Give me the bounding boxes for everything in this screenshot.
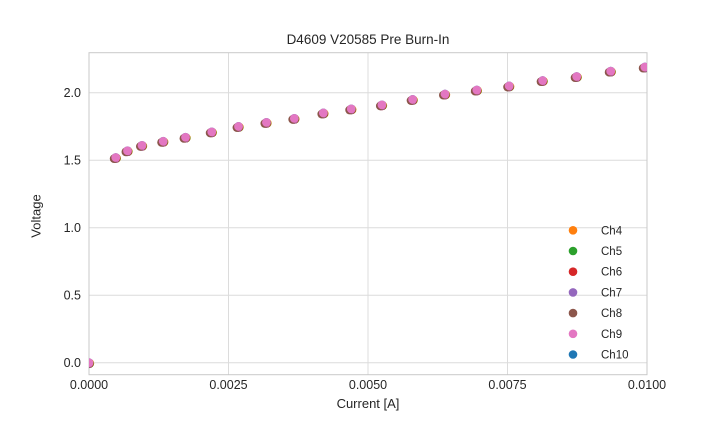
plot-border [88,52,648,376]
y-axis-label: Voltage [28,194,44,238]
legend-item: Ch8 [568,308,622,320]
data-point [377,100,387,110]
x-tick-label: 0.0000 [70,378,108,392]
data-point [538,76,548,85]
tick-labels: 0.0000 0.0025 0.0050 0.0075 0.0100 0.0 0.5 1.0 1… [64,86,667,392]
data-points [89,62,647,369]
legend-marker-icon [568,308,578,318]
data-point [262,118,271,127]
legend-label: Ch4 [601,225,623,237]
gridlines [88,52,648,375]
data-point [181,132,190,142]
y-tick-label: 1.5 [64,154,81,168]
legend-item: Ch7 [568,287,622,299]
x-axis-label: Current [A] [336,396,400,411]
legend-label: Ch10 [601,350,629,362]
data-point [318,108,328,118]
x-tick-label: 0.0100 [628,378,666,392]
legend-label: Ch6 [601,267,622,279]
data-point [207,127,217,137]
data-point [89,358,94,368]
x-tick-label: 0.0075 [488,378,526,392]
legend-marker-icon [568,267,578,277]
legend-label: Ch9 [601,329,622,341]
series-Ch6 [89,63,647,369]
series-Ch5 [89,63,647,368]
data-point [346,104,356,114]
data-point [123,146,132,156]
series-Ch8 [89,63,647,368]
data-point [572,72,582,81]
legend-marker-icon [568,226,578,235]
y-tick-label: 1.0 [64,221,81,235]
x-tick-label: 0.0025 [209,378,247,392]
legend-item: Ch9 [568,329,622,341]
legend-marker-icon [568,350,578,359]
data-point [640,62,647,72]
legend-item: Ch4 [568,225,623,237]
data-point [472,85,482,95]
data-point [234,122,243,131]
chart-title: D4609 V20585 Pre Burn-In [286,32,450,47]
y-tick-label: 2.0 [64,86,81,100]
legend-marker-icon [568,329,578,339]
x-tick-label: 0.0050 [349,378,387,392]
legend-marker-icon [568,246,578,256]
legend-item: Ch10 [568,350,629,362]
data-point [408,95,418,104]
data-point [111,153,121,162]
data-point [440,89,450,99]
data-point [606,66,616,76]
data-point [504,81,514,91]
legend-label: Ch8 [601,308,622,320]
legend-item: Ch5 [568,246,622,258]
legend: Ch4 Ch5 Ch6 Ch7 Ch8 Ch9 Ch10 [568,225,629,362]
series-Ch7 [89,63,647,369]
data-point [158,136,168,146]
legend-label: Ch5 [601,246,622,258]
data-point [289,113,299,123]
legend-label: Ch7 [601,287,622,299]
legend-marker-icon [568,288,578,297]
y-tick-label: 0.0 [64,356,81,370]
series-Ch9 [89,62,647,368]
legend-item: Ch6 [568,267,622,279]
data-point [137,140,147,150]
y-tick-label: 0.5 [64,289,81,303]
series-Ch10 [89,62,647,368]
